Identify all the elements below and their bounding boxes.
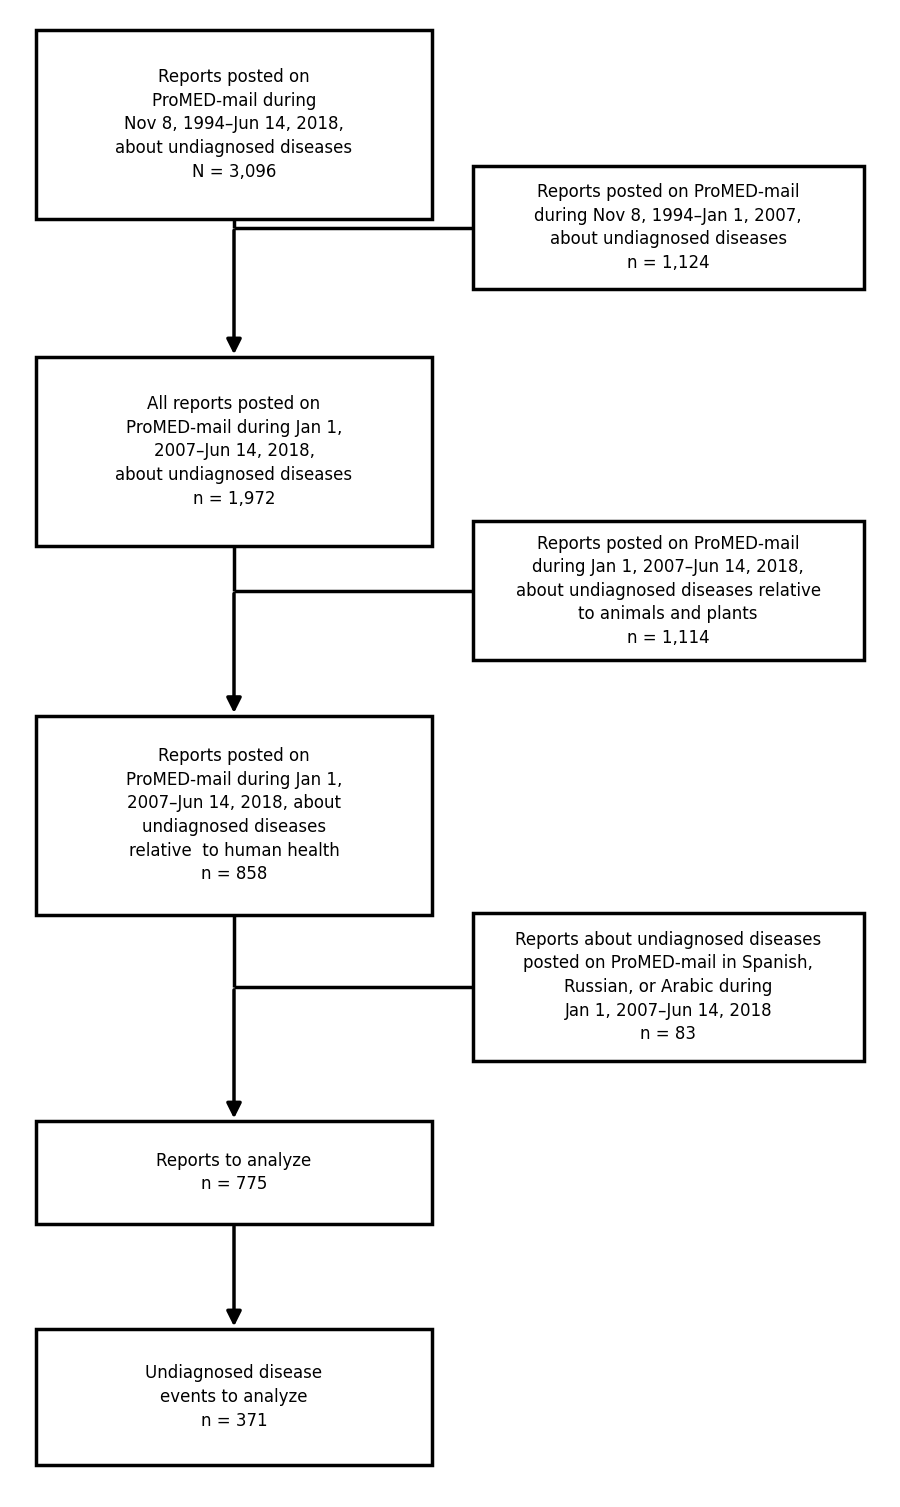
FancyBboxPatch shape bbox=[36, 1329, 432, 1465]
Text: Reports posted on ProMED-mail
during Jan 1, 2007–Jun 14, 2018,
about undiagnosed: Reports posted on ProMED-mail during Jan… bbox=[516, 535, 821, 647]
FancyBboxPatch shape bbox=[36, 716, 432, 915]
Text: Reports posted on
ProMED-mail during
Nov 8, 1994–Jun 14, 2018,
about undiagnosed: Reports posted on ProMED-mail during Nov… bbox=[115, 68, 353, 181]
FancyBboxPatch shape bbox=[36, 357, 432, 546]
Text: Reports posted on ProMED-mail
during Nov 8, 1994–Jan 1, 2007,
about undiagnosed : Reports posted on ProMED-mail during Nov… bbox=[535, 184, 802, 271]
Text: All reports posted on
ProMED-mail during Jan 1,
2007–Jun 14, 2018,
about undiagn: All reports posted on ProMED-mail during… bbox=[115, 395, 353, 508]
FancyBboxPatch shape bbox=[472, 913, 864, 1061]
FancyBboxPatch shape bbox=[36, 1121, 432, 1224]
FancyBboxPatch shape bbox=[472, 166, 864, 289]
Text: Undiagnosed disease
events to analyze
n = 371: Undiagnosed disease events to analyze n … bbox=[146, 1364, 322, 1430]
Text: Reports to analyze
n = 775: Reports to analyze n = 775 bbox=[157, 1151, 311, 1194]
Text: Reports posted on
ProMED-mail during Jan 1,
2007–Jun 14, 2018, about
undiagnosed: Reports posted on ProMED-mail during Jan… bbox=[126, 747, 342, 883]
Text: Reports about undiagnosed diseases
posted on ProMED-mail in Spanish,
Russian, or: Reports about undiagnosed diseases poste… bbox=[515, 931, 822, 1043]
FancyBboxPatch shape bbox=[472, 521, 864, 660]
FancyBboxPatch shape bbox=[36, 30, 432, 219]
